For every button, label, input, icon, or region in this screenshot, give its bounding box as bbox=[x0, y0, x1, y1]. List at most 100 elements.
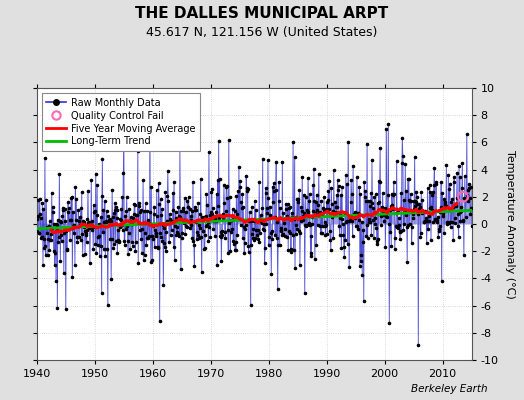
Point bbox=[105, 217, 113, 223]
Point bbox=[291, 214, 300, 220]
Point bbox=[130, 201, 139, 208]
Point bbox=[367, 232, 376, 238]
Point bbox=[385, 320, 394, 326]
Point bbox=[250, 218, 258, 224]
Point bbox=[212, 190, 221, 197]
Point bbox=[381, 205, 389, 211]
Point bbox=[71, 184, 80, 190]
Point bbox=[60, 270, 68, 276]
Point bbox=[423, 218, 431, 224]
Point bbox=[424, 212, 433, 219]
Point bbox=[41, 242, 50, 249]
Point bbox=[400, 197, 408, 203]
Point bbox=[124, 238, 132, 244]
Point bbox=[394, 207, 402, 213]
Point bbox=[304, 174, 312, 181]
Point bbox=[359, 297, 368, 304]
Point bbox=[389, 192, 397, 198]
Point bbox=[106, 218, 115, 224]
Point bbox=[93, 181, 101, 188]
Point bbox=[96, 222, 104, 228]
Point bbox=[464, 187, 473, 194]
Point bbox=[311, 256, 319, 262]
Point bbox=[305, 191, 314, 198]
Point bbox=[39, 206, 48, 212]
Point bbox=[387, 203, 395, 209]
Point bbox=[383, 208, 391, 214]
Point bbox=[425, 182, 434, 188]
Point bbox=[304, 198, 313, 204]
Point bbox=[57, 218, 65, 225]
Point bbox=[171, 223, 179, 229]
Point bbox=[308, 214, 316, 220]
Point bbox=[408, 214, 417, 221]
Point bbox=[188, 208, 196, 214]
Point bbox=[278, 159, 287, 165]
Point bbox=[433, 219, 441, 225]
Point bbox=[180, 220, 188, 226]
Point bbox=[368, 157, 376, 164]
Point bbox=[195, 225, 204, 231]
Point bbox=[249, 234, 257, 241]
Point bbox=[67, 217, 75, 224]
Point bbox=[317, 198, 325, 204]
Point bbox=[390, 191, 398, 198]
Point bbox=[270, 214, 279, 220]
Point bbox=[92, 250, 101, 256]
Point bbox=[210, 218, 219, 224]
Point bbox=[449, 204, 457, 210]
Point bbox=[228, 206, 237, 212]
Point bbox=[252, 207, 260, 213]
Point bbox=[215, 214, 223, 221]
Point bbox=[282, 206, 290, 212]
Point bbox=[200, 246, 208, 252]
Point bbox=[417, 230, 425, 236]
Y-axis label: Temperature Anomaly (°C): Temperature Anomaly (°C) bbox=[505, 150, 515, 298]
Point bbox=[225, 194, 234, 200]
Point bbox=[214, 138, 223, 144]
Point bbox=[183, 204, 192, 210]
Point bbox=[409, 211, 417, 218]
Point bbox=[230, 215, 238, 221]
Point bbox=[410, 206, 418, 213]
Point bbox=[453, 211, 462, 218]
Point bbox=[162, 218, 171, 224]
Point bbox=[360, 178, 368, 185]
Point bbox=[279, 231, 287, 237]
Point bbox=[160, 225, 169, 231]
Point bbox=[445, 186, 454, 192]
Point bbox=[122, 226, 130, 232]
Point bbox=[376, 179, 384, 185]
Point bbox=[438, 277, 446, 284]
Point bbox=[50, 262, 59, 268]
Point bbox=[405, 196, 413, 203]
Point bbox=[361, 194, 369, 200]
Point bbox=[312, 199, 320, 206]
Point bbox=[54, 217, 62, 224]
Point bbox=[133, 212, 141, 218]
Point bbox=[96, 243, 105, 250]
Point bbox=[72, 196, 81, 202]
Point bbox=[59, 207, 68, 213]
Point bbox=[372, 191, 380, 198]
Point bbox=[217, 258, 226, 264]
Point bbox=[206, 208, 215, 215]
Point bbox=[220, 182, 228, 188]
Point bbox=[420, 219, 428, 226]
Point bbox=[204, 237, 213, 244]
Point bbox=[298, 174, 307, 180]
Point bbox=[350, 212, 358, 218]
Point bbox=[376, 145, 385, 152]
Point bbox=[401, 161, 410, 168]
Point bbox=[445, 220, 453, 227]
Point bbox=[61, 206, 69, 212]
Point bbox=[455, 208, 464, 215]
Point bbox=[465, 195, 474, 201]
Point bbox=[47, 236, 56, 243]
Point bbox=[412, 199, 420, 205]
Point bbox=[252, 226, 260, 233]
Point bbox=[399, 226, 408, 233]
Point bbox=[48, 190, 56, 196]
Point bbox=[316, 222, 324, 229]
Point bbox=[401, 208, 409, 214]
